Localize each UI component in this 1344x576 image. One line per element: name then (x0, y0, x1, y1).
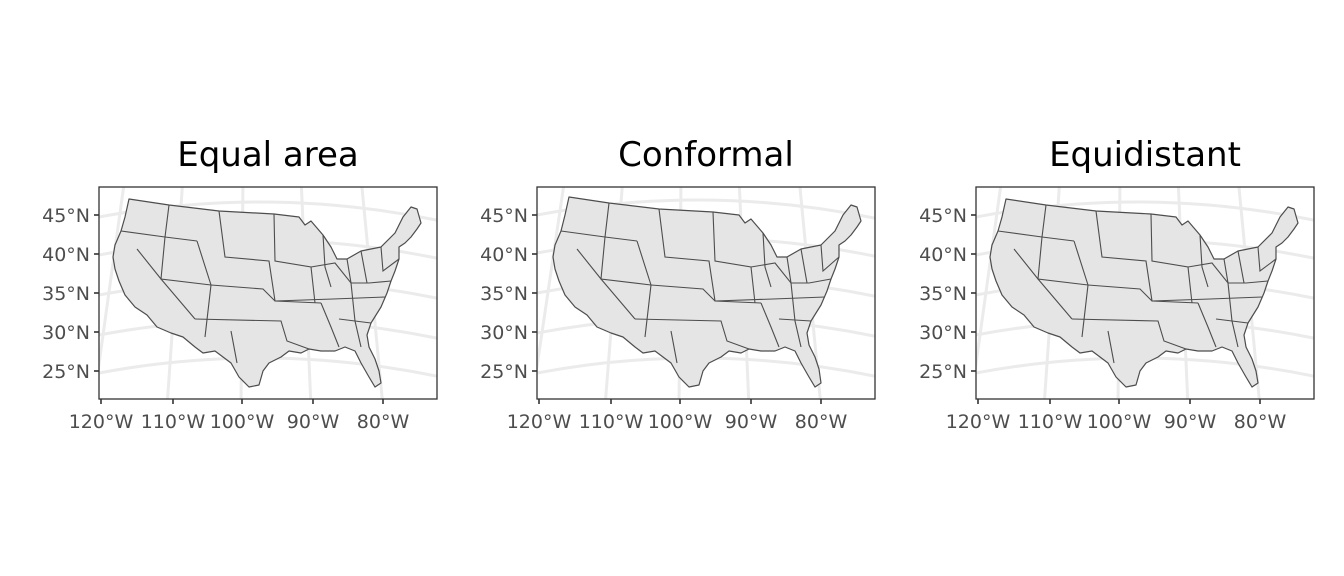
panel-title: Conformal (618, 135, 794, 175)
lon-tick-label: 100°W (1087, 411, 1152, 433)
lon-tick-label: 120°W (507, 411, 572, 433)
lon-tick-label: 110°W (1018, 411, 1083, 433)
lat-tick-label: 40°N (480, 244, 528, 266)
lon-tick-label: 80°W (357, 411, 410, 433)
longitude-axis: 120°W 110°W 100°W 90°W 80°W (507, 399, 848, 433)
lon-tick-label: 110°W (579, 411, 644, 433)
lon-tick-label: 110°W (141, 411, 206, 433)
lat-tick-label: 30°N (480, 322, 528, 344)
map-panel-conformal: Conformal (480, 135, 876, 433)
state-borders (997, 204, 1277, 364)
lon-tick-label: 90°W (1164, 411, 1217, 433)
latitude-axis: 45°N 40°N 35°N 30°N 25°N (919, 205, 976, 383)
lon-tick-label: 90°W (287, 411, 340, 433)
latitude-axis: 45°N 40°N 35°N 30°N 25°N (480, 205, 537, 383)
lat-tick-label: 45°N (480, 205, 528, 227)
panel-title: Equidistant (1049, 135, 1241, 175)
lat-tick-label: 25°N (480, 361, 528, 383)
lat-tick-label: 25°N (42, 361, 90, 383)
lat-tick-label: 35°N (480, 283, 528, 305)
lat-tick-label: 40°N (919, 244, 967, 266)
latitude-axis: 45°N 40°N 35°N 30°N 25°N (42, 205, 99, 383)
lat-tick-label: 35°N (919, 283, 967, 305)
lat-tick-label: 30°N (919, 322, 967, 344)
lat-tick-label: 35°N (42, 283, 90, 305)
longitude-axis: 120°W 110°W 100°W 90°W 80°W (69, 399, 410, 433)
state-borders (560, 202, 840, 364)
panel-title: Equal area (177, 135, 359, 175)
lon-tick-label: 100°W (648, 411, 713, 433)
longitude-axis: 120°W 110°W 100°W 90°W 80°W (946, 399, 1287, 433)
lon-tick-label: 80°W (1234, 411, 1287, 433)
lat-tick-label: 40°N (42, 244, 90, 266)
lon-tick-label: 120°W (69, 411, 134, 433)
lon-tick-label: 80°W (795, 411, 848, 433)
lat-tick-label: 45°N (42, 205, 90, 227)
lat-tick-label: 30°N (42, 322, 90, 344)
map-panel-equidistant: Equidistant (919, 135, 1315, 433)
lat-tick-label: 45°N (919, 205, 967, 227)
lon-tick-label: 90°W (725, 411, 778, 433)
map-panel-equal-area: Equal area (42, 135, 438, 433)
lat-tick-label: 25°N (919, 361, 967, 383)
lon-tick-label: 120°W (946, 411, 1011, 433)
lon-tick-label: 100°W (210, 411, 275, 433)
state-borders (120, 204, 400, 364)
